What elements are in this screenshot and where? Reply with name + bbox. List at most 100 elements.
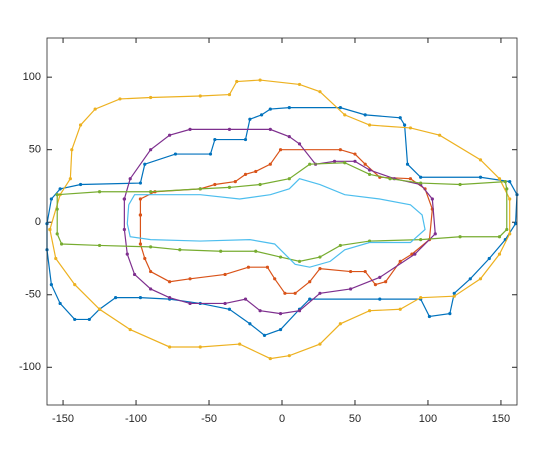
marker <box>338 148 342 152</box>
series-line <box>139 149 433 294</box>
marker <box>132 272 137 277</box>
series-line <box>49 79 511 360</box>
marker <box>138 181 143 185</box>
marker <box>227 185 232 190</box>
marker <box>168 280 172 284</box>
marker <box>318 90 322 94</box>
marker <box>258 182 262 187</box>
marker <box>149 95 153 100</box>
marker <box>338 243 342 248</box>
marker <box>478 158 483 162</box>
marker <box>408 126 413 130</box>
marker <box>452 291 456 295</box>
marker <box>297 259 302 263</box>
marker <box>287 106 291 110</box>
marker <box>143 256 147 261</box>
marker <box>258 309 262 313</box>
marker <box>128 327 132 332</box>
marker <box>73 317 77 322</box>
marker <box>343 113 347 117</box>
marker <box>143 162 147 166</box>
marker <box>213 182 217 187</box>
axes-box <box>46 37 518 406</box>
marker <box>349 269 353 274</box>
marker <box>508 232 512 236</box>
y-tick-label: -50 <box>25 289 41 301</box>
x-tick-label: 0 <box>279 413 285 425</box>
marker <box>363 113 367 117</box>
marker <box>398 116 402 120</box>
marker <box>478 277 483 281</box>
marker <box>178 248 182 252</box>
marker <box>78 182 83 187</box>
marker <box>243 137 248 142</box>
marker <box>367 309 372 313</box>
marker <box>168 345 172 349</box>
marker <box>505 227 509 232</box>
marker <box>259 113 264 117</box>
marker <box>128 177 132 181</box>
marker <box>433 232 437 236</box>
marker <box>188 127 192 131</box>
marker <box>49 197 53 201</box>
marker <box>403 123 407 127</box>
marker <box>497 235 502 239</box>
marker <box>384 280 388 284</box>
marker <box>268 162 272 166</box>
marker <box>243 172 248 176</box>
marker <box>55 232 59 236</box>
marker <box>367 123 372 127</box>
marker <box>258 78 262 82</box>
marker <box>287 177 291 181</box>
marker <box>125 252 129 256</box>
marker <box>373 283 378 287</box>
marker <box>122 197 126 201</box>
x-tick-label: -100 <box>125 413 147 425</box>
marker <box>223 301 227 306</box>
marker <box>338 322 342 326</box>
marker <box>188 277 192 281</box>
y-tick-label: 0 <box>35 216 41 228</box>
marker <box>419 175 423 179</box>
marker <box>78 123 83 127</box>
y-tick-label: 100 <box>23 71 41 83</box>
marker <box>278 255 283 259</box>
marker <box>149 190 153 194</box>
x-tick-label: 150 <box>492 413 510 425</box>
marker <box>478 175 483 179</box>
marker <box>343 161 347 165</box>
marker <box>367 172 372 176</box>
marker <box>318 342 322 346</box>
marker <box>363 162 367 166</box>
marker <box>58 187 62 191</box>
marker <box>248 117 252 121</box>
y-tick-label: -100 <box>19 361 41 373</box>
marker <box>59 242 64 246</box>
marker <box>55 193 59 197</box>
marker <box>497 252 502 256</box>
marker <box>353 152 357 156</box>
marker <box>508 197 512 201</box>
marker <box>508 180 512 184</box>
marker <box>448 312 452 316</box>
marker <box>233 180 237 184</box>
marker <box>332 159 337 163</box>
marker <box>297 142 302 146</box>
y-tick-label: 50 <box>29 144 41 156</box>
marker <box>513 222 518 226</box>
marker <box>246 265 251 269</box>
marker <box>318 255 322 259</box>
marker <box>138 296 143 300</box>
marker <box>293 291 297 295</box>
marker <box>213 137 217 142</box>
marker <box>338 106 342 110</box>
marker <box>268 107 272 111</box>
marker <box>49 283 53 287</box>
marker <box>97 307 102 311</box>
marker <box>308 280 312 284</box>
marker <box>138 242 143 246</box>
marker <box>427 314 432 319</box>
marker <box>497 177 502 181</box>
